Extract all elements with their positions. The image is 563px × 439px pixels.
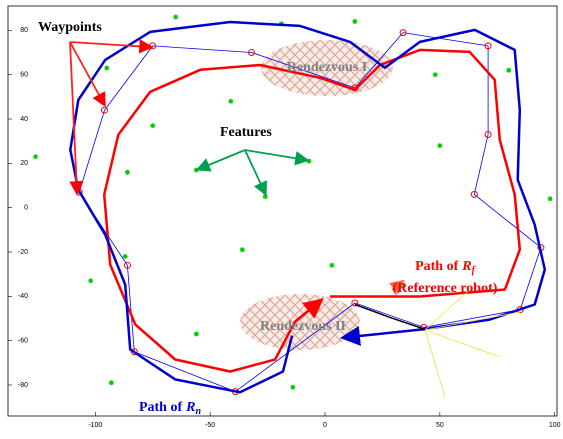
arrow (70, 42, 150, 47)
x-tick-label: 100 (549, 422, 561, 429)
x-tick-label: 0 (323, 422, 327, 429)
annotation-subscript: n (195, 406, 201, 417)
feature (306, 159, 311, 164)
annotation: Rendezvous II (260, 319, 346, 334)
y-tick-label: 60 (20, 72, 28, 79)
x-tick-label: -100 (88, 422, 102, 429)
feature (150, 123, 155, 128)
y-tick-label: -20 (18, 249, 28, 256)
feature (228, 99, 233, 104)
annotation: (Reference robot) (393, 281, 498, 296)
annotation-text: (Reference robot) (393, 281, 498, 296)
sensor-ray (425, 312, 520, 330)
y-tick-label: 80 (20, 27, 28, 34)
feature (240, 247, 245, 252)
arrow (245, 150, 265, 193)
annotation-text: Rendezvous II (260, 319, 346, 334)
page: -100 -50 0 50 100 -80 -60 -40 -20 0 20 40 60 80 Waypoi… (0, 0, 563, 439)
feature (437, 143, 442, 148)
annotation: Waypoints (38, 20, 102, 35)
feature (123, 254, 128, 259)
sensor-ray (425, 330, 445, 397)
y-tick-label: 20 (20, 160, 28, 167)
chart: -100 -50 0 50 100 -80 -60 -40 -20 0 20 40 60 80 Waypoi… (0, 0, 563, 439)
feature (506, 68, 511, 73)
x-tick-label: -50 (205, 422, 215, 429)
annotation-variable: R (461, 259, 471, 274)
annotation: Rendezvous I (287, 60, 368, 75)
annotation-text: Rendezvous I (287, 60, 368, 75)
feature (125, 170, 130, 175)
y-tick-label: 0 (24, 205, 28, 212)
arrow (70, 42, 104, 104)
annotation-text: Waypoints (38, 20, 102, 35)
feature (548, 196, 553, 201)
x-tick-label: 50 (436, 422, 444, 429)
feature (88, 278, 93, 283)
y-tick-label: -40 (18, 293, 28, 300)
feature (433, 72, 438, 77)
arrow (245, 150, 306, 160)
y-tick-label: 40 (20, 116, 28, 123)
sensor-ray (425, 330, 500, 357)
feature (194, 332, 199, 337)
annotation-variable: R (185, 400, 195, 415)
path-line (355, 305, 425, 330)
feature (104, 66, 109, 71)
y-tick-label: -80 (18, 382, 28, 389)
annotation-subscript: f (472, 265, 477, 276)
annotation: Features (220, 125, 272, 140)
y-tick-label: -60 (18, 337, 28, 344)
feature (33, 154, 38, 159)
arrow (199, 150, 245, 169)
feature (194, 168, 199, 173)
annotation-text: Path of (139, 400, 183, 415)
feature (263, 194, 268, 199)
feature (173, 15, 178, 20)
feature (352, 19, 357, 24)
annotation-text: Features (220, 125, 272, 140)
annotation-text: Path of (415, 259, 459, 274)
feature (329, 263, 334, 268)
feature (290, 385, 295, 390)
feature (109, 380, 114, 385)
